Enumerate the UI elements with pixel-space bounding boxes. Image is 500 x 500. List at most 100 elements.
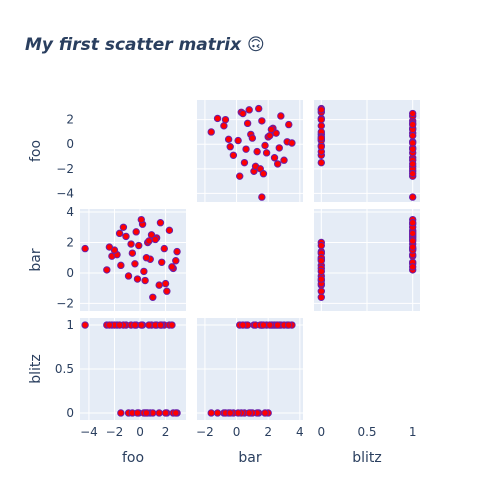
data-point — [156, 321, 165, 329]
chart-title: My first scatter matrix 🙃 — [25, 35, 265, 55]
x-tick-label: 0 — [317, 425, 325, 439]
data-point — [161, 409, 170, 417]
cell-blitz-vs-foo — [80, 318, 186, 420]
data-point — [273, 321, 282, 329]
plot-background — [197, 100, 303, 202]
data-point — [160, 244, 168, 253]
x-tick-label: 0.5 — [357, 425, 376, 439]
x-axis-title: bar — [238, 450, 261, 466]
data-point — [408, 120, 417, 129]
cell-bar-vs-foo — [80, 209, 186, 311]
x-tick-label: −2 — [196, 425, 214, 439]
data-point — [408, 131, 417, 140]
x-axis-title: blitz — [352, 450, 382, 466]
data-point — [408, 219, 417, 227]
data-point — [141, 276, 149, 285]
data-point — [207, 128, 215, 136]
data-point — [173, 247, 181, 256]
y-tick-label: 1 — [66, 318, 74, 332]
data-point — [221, 115, 230, 124]
data-point — [133, 275, 142, 283]
data-point — [317, 106, 326, 114]
data-point — [408, 243, 417, 251]
data-point — [133, 409, 142, 417]
y-tick-label: −4 — [56, 186, 74, 200]
data-point — [119, 223, 128, 231]
data-point — [140, 267, 148, 276]
data-point — [117, 409, 125, 417]
data-point — [131, 321, 139, 329]
data-point — [234, 136, 242, 145]
data-point — [317, 142, 326, 151]
y-axis-title: blitz — [28, 354, 44, 384]
data-point — [259, 321, 268, 329]
x-tick-label: 4 — [296, 425, 304, 439]
x-axis-title: foo — [122, 450, 144, 466]
data-point — [156, 219, 165, 227]
data-point — [408, 193, 417, 201]
data-point — [155, 281, 163, 289]
data-point — [285, 120, 293, 129]
data-point — [207, 409, 215, 417]
y-tick-label: 0.5 — [55, 362, 74, 376]
x-tick-label: 0 — [233, 425, 241, 439]
data-point — [408, 229, 417, 238]
y-tick-label: 0 — [66, 137, 74, 151]
y-tick-label: 4 — [66, 205, 74, 219]
data-point — [317, 115, 326, 124]
y-axis-title: foo — [28, 140, 44, 162]
data-point — [258, 193, 266, 201]
data-point — [408, 170, 417, 178]
data-point — [261, 141, 269, 150]
data-point — [239, 109, 247, 118]
data-point — [168, 263, 176, 271]
data-point — [172, 409, 180, 417]
data-point — [105, 321, 114, 329]
data-point — [105, 243, 114, 251]
axis-labels: −4 −2 0 2 foo −2 0 2 4 bar 0 0.5 1 blitz −4 −2 0 2 foo −2 0 2… — [28, 113, 417, 466]
data-point — [275, 144, 283, 152]
data-point — [267, 125, 276, 134]
data-point — [127, 240, 135, 248]
data-point — [142, 254, 151, 262]
data-point — [280, 156, 288, 164]
data-point — [149, 293, 157, 301]
data-point — [408, 160, 417, 168]
scatter-matrix-cells — [80, 100, 420, 420]
data-point — [408, 263, 417, 271]
data-point — [165, 226, 174, 235]
data-point — [258, 117, 266, 125]
data-point — [317, 257, 326, 265]
y-tick-label: −2 — [56, 296, 74, 310]
data-point — [317, 158, 326, 167]
data-point — [266, 321, 274, 329]
data-point — [245, 106, 253, 114]
data-point — [262, 149, 271, 157]
data-point — [168, 321, 176, 329]
data-point — [122, 232, 130, 241]
data-point — [213, 409, 222, 417]
y-tick-label: 2 — [66, 235, 74, 249]
cell-foo-vs-blitz — [314, 100, 420, 202]
data-point — [128, 249, 137, 257]
data-point — [226, 409, 234, 417]
data-point — [408, 139, 417, 147]
data-point — [243, 119, 252, 128]
data-point — [145, 321, 153, 329]
data-point — [220, 122, 228, 130]
data-point — [172, 257, 180, 265]
data-point — [240, 158, 249, 167]
data-point — [245, 409, 253, 417]
data-point — [137, 215, 146, 224]
data-point — [317, 241, 326, 250]
x-tick-label: 0 — [136, 425, 144, 439]
data-point — [163, 287, 171, 295]
data-point — [131, 260, 139, 268]
data-point — [132, 228, 140, 236]
data-point — [277, 112, 285, 120]
data-point — [234, 409, 242, 417]
data-point — [408, 237, 417, 245]
x-tick-label: 2 — [162, 425, 170, 439]
data-point — [266, 131, 274, 140]
y-tick-label: −2 — [56, 162, 74, 176]
